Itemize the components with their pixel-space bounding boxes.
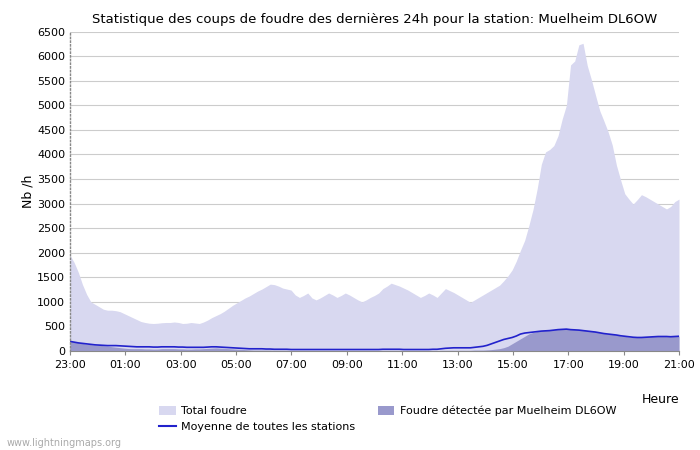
Text: www.lightningmaps.org: www.lightningmaps.org (7, 438, 122, 448)
Y-axis label: Nb /h: Nb /h (21, 175, 34, 208)
Legend: Total foudre, Moyenne de toutes les stations, Foudre détectée par Muelheim DL6OW: Total foudre, Moyenne de toutes les stat… (155, 401, 621, 436)
Text: Heure: Heure (641, 392, 679, 405)
Title: Statistique des coups de foudre des dernières 24h pour la station: Muelheim DL6O: Statistique des coups de foudre des dern… (92, 13, 657, 26)
